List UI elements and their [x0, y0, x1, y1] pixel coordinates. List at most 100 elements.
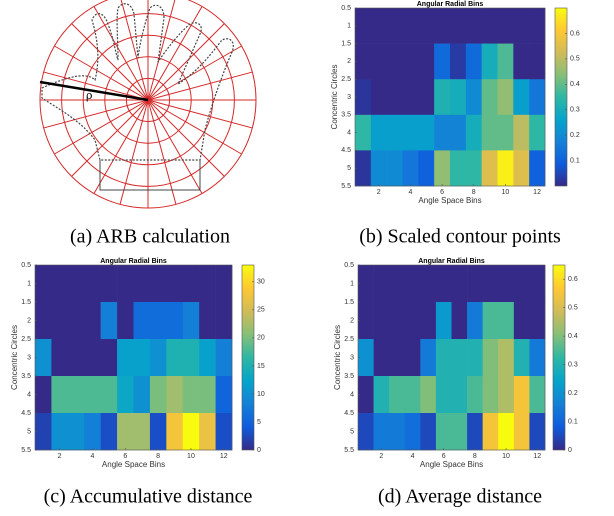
- heat-cell: [465, 114, 482, 151]
- heat-cell: [402, 114, 419, 151]
- heat-cell: [450, 150, 467, 187]
- y-tick-label: 2: [350, 317, 354, 324]
- heat-cell: [117, 339, 134, 377]
- heat-cell: [389, 413, 406, 451]
- heat-cell: [35, 339, 52, 377]
- heat-cell: [389, 265, 406, 303]
- heat-cell: [497, 79, 514, 116]
- heat-cell: [386, 114, 403, 151]
- heat-cell: [67, 265, 85, 303]
- y-tick-label: 3.5: [344, 373, 354, 380]
- colorbar-tick-label: 25: [257, 307, 265, 314]
- colorbar-tick-label: 20: [257, 335, 265, 342]
- heat-cell: [35, 265, 52, 303]
- heat-cell: [420, 339, 437, 377]
- heat-cell: [402, 150, 419, 187]
- heat-cell: [450, 8, 467, 44]
- y-tick-label: 5.5: [341, 183, 351, 190]
- heat-cell: [529, 302, 546, 340]
- heat-cell: [182, 376, 200, 414]
- heat-cell: [166, 376, 184, 414]
- chart-title: Angular Radial Bins: [418, 258, 485, 265]
- heat-cell: [35, 376, 52, 414]
- heat-cell: [482, 376, 499, 414]
- heatmap-panel: 2 4 6 8 10 12 0.5 1 1.5 2 2.5 3 3.5 4 4.5 5 5.5 Angular R…: [10, 258, 265, 508]
- heat-cell: [355, 114, 372, 151]
- heat-cell: [84, 339, 101, 377]
- heat-cell: [84, 376, 101, 414]
- x-tick-label: 12: [220, 453, 228, 460]
- heat-cell: [84, 265, 101, 303]
- colorbar-tick-label: 10: [257, 391, 265, 398]
- heat-cell: [373, 376, 390, 414]
- heat-cell: [215, 265, 233, 303]
- heat-cell: [358, 376, 374, 414]
- heat-cell: [355, 43, 372, 80]
- heat-cell: [497, 43, 514, 80]
- heat-cell: [386, 150, 403, 187]
- x-tick-label: 8: [473, 453, 477, 460]
- heat-cell: [370, 8, 387, 44]
- heat-cell: [133, 413, 151, 451]
- y-tick-label: 2: [27, 317, 31, 324]
- x-tick-label: 4: [411, 453, 415, 460]
- colorbar-tick-label: 0.1: [568, 418, 578, 425]
- heat-cell: [133, 376, 151, 414]
- y-tick-label: 1: [27, 280, 31, 287]
- heat-cell: [434, 8, 451, 44]
- heat-cell: [482, 265, 499, 303]
- heat-cell: [465, 8, 482, 44]
- heat-cell: [182, 302, 200, 340]
- heat-cell: [497, 150, 514, 187]
- heat-cell: [513, 339, 530, 377]
- heat-cell: [435, 339, 452, 377]
- heat-cell: [389, 376, 406, 414]
- heat-cell: [149, 376, 167, 414]
- x-tick-label: 8: [472, 189, 476, 196]
- heat-cell: [529, 150, 546, 187]
- y-tick-label: 5.5: [21, 447, 31, 454]
- heat-cell: [215, 339, 233, 377]
- heat-cell: [434, 114, 451, 151]
- heat-cell: [84, 413, 101, 451]
- heat-cell: [117, 265, 134, 303]
- spoke: [93, 99, 149, 194]
- x-tick-label: 4: [91, 453, 95, 460]
- heat-cell: [467, 376, 483, 414]
- x-tick-label: 12: [533, 189, 541, 196]
- heat-cell: [513, 8, 530, 44]
- heat-cell: [513, 114, 530, 151]
- caption: (a) ARB calculation: [70, 226, 230, 248]
- spoke: [71, 23, 149, 101]
- heat-cell: [67, 302, 85, 340]
- colorbar-tick-label: 0.3: [568, 361, 578, 368]
- heat-cell: [529, 8, 546, 44]
- spoke: [54, 45, 149, 101]
- heat-cell: [435, 302, 452, 340]
- heat-cell: [450, 114, 467, 151]
- heat-cell: [451, 339, 468, 377]
- heat-cell: [117, 302, 134, 340]
- y-tick-label: 1.5: [341, 40, 351, 47]
- heat-cell: [358, 265, 374, 303]
- colorbar: [241, 264, 255, 451]
- heat-cell: [529, 339, 546, 377]
- heat-cell: [199, 265, 216, 303]
- heat-cell: [434, 43, 451, 80]
- heat-cell: [373, 302, 390, 340]
- heat-cell: [355, 150, 372, 187]
- heat-cell: [498, 265, 515, 303]
- heat-cell: [100, 339, 118, 377]
- x-tick-label: 10: [502, 189, 510, 196]
- y-tick-label: 5.5: [344, 447, 354, 454]
- spoke: [147, 99, 177, 205]
- heat-cell: [51, 339, 69, 377]
- heat-cell: [199, 413, 216, 451]
- heat-cell: [149, 413, 167, 451]
- heat-cell: [182, 339, 200, 377]
- heat-cell: [498, 413, 515, 451]
- heat-cell: [404, 376, 421, 414]
- spoke: [147, 99, 253, 129]
- heat-cell: [35, 413, 52, 451]
